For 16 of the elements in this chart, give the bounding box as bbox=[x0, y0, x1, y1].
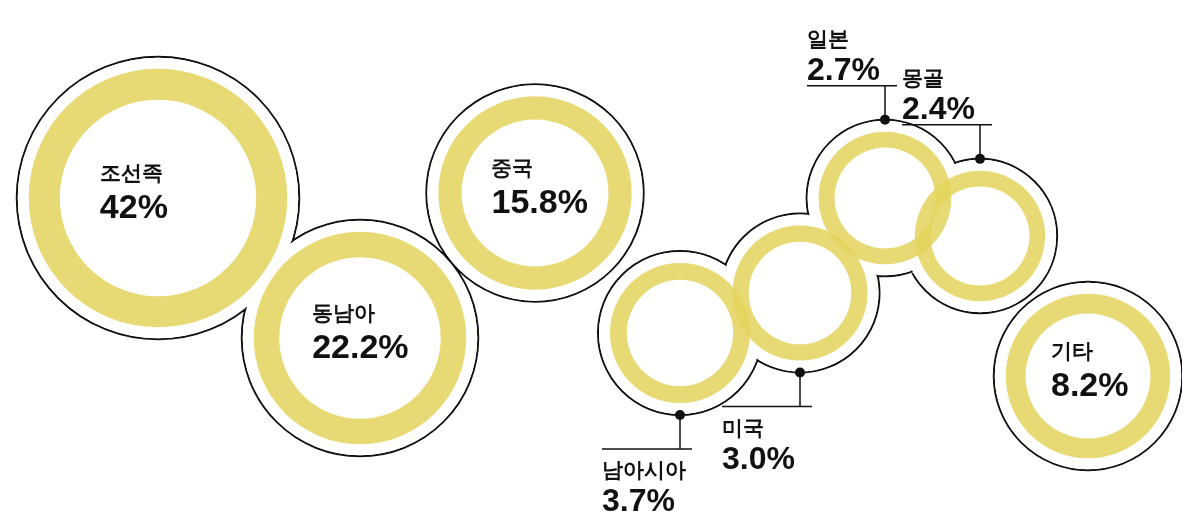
data-label: 3.0% bbox=[722, 439, 795, 476]
data-label: 2.7% bbox=[807, 50, 880, 87]
category-label: 동남아 bbox=[312, 301, 376, 325]
data-label: 15.8% bbox=[491, 182, 588, 220]
data-label: 42% bbox=[99, 187, 168, 225]
category-label: 조선족 bbox=[99, 161, 163, 185]
category-label: 남아시아 bbox=[602, 458, 686, 483]
data-label: 22.2% bbox=[312, 327, 409, 365]
data-label: 3.7% bbox=[602, 482, 675, 519]
data-label: 2.4% bbox=[902, 89, 975, 126]
category-label: 중국 bbox=[491, 156, 534, 180]
category-label: 미국 bbox=[722, 415, 764, 440]
category-label: 일본 bbox=[807, 26, 849, 51]
category-label: 몽골 bbox=[902, 65, 944, 90]
category-label: 기타 bbox=[1051, 339, 1093, 363]
data-label: 8.2% bbox=[1051, 365, 1129, 403]
